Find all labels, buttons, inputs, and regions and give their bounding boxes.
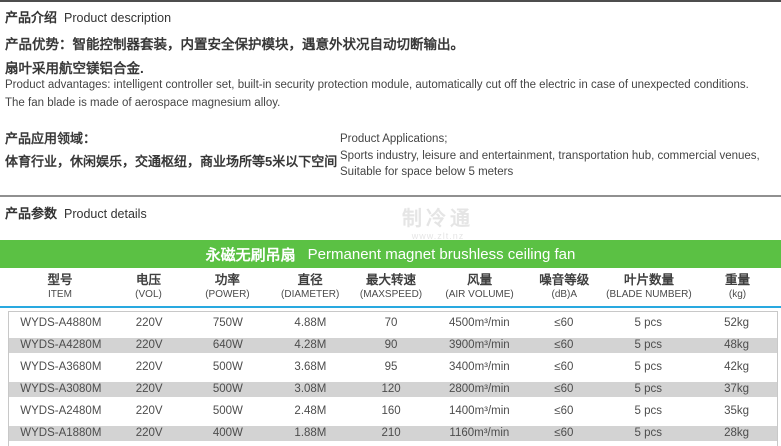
- site-watermark: 制冷通 www.zlt.nz: [386, 202, 490, 241]
- table-row: WYDS-A3680M 220V 500W 3.68M 95 3400m³/min ≤60 5…: [20, 361, 750, 373]
- table-row: WYDS-A4280M 220V 640W 4.28M 90 3900m³/min ≤60 5…: [9, 334, 777, 356]
- section2-title-zh: 产品参数: [5, 206, 58, 221]
- section-title-en: Product description: [64, 11, 172, 25]
- column-header-power: 功率 (POWER): [205, 273, 250, 300]
- column-header-maxspeed: 最大转速 (MAXSPEED): [359, 273, 423, 300]
- column-header-voltage: 电压 (VOL): [135, 273, 162, 300]
- table-row: WYDS-A2480M 220V 500W 2.48M 160 1400m³/min ≤60…: [20, 405, 750, 417]
- applications-zh-body: 体育行业，休闲娱乐，交通枢纽，商业场所等5米以下空间: [5, 154, 338, 169]
- watermark-logo-text: 制冷通: [402, 208, 474, 230]
- banner-title-en: Permanent magnet brushless ceiling fan: [307, 245, 576, 263]
- column-header-airvolume: 风量 (AIR VOLUME): [445, 273, 514, 300]
- advantages-zh-line2: 扇叶采用航空镁铝合金.: [5, 61, 144, 76]
- column-header-noise: 噪音等级 (dB)A: [539, 273, 590, 300]
- advantages-zh-line1: 产品优势：智能控制器套装，内置安全保护模块，遇意外状况自动切断输出。: [5, 37, 464, 52]
- advantages-en-line2: The fan blade is made of aerospace magne…: [5, 97, 281, 109]
- section-title-product-description: 产品介绍 Product description: [5, 7, 171, 27]
- applications-zh-title: 产品应用领域：: [5, 131, 97, 146]
- column-header-bladenumber: 叶片数量 (BLADE NUMBER): [606, 273, 692, 300]
- column-header-item: 型号 ITEM: [47, 273, 73, 300]
- table-row: WYDS-A3080M 220V 500W 3.08M 120 2800m³/min ≤60…: [9, 378, 777, 400]
- table-row: WYDS-A1880M 220V 400W 1.88M 210 1160m³/min ≤60…: [9, 422, 777, 444]
- column-header-diameter: 直径 (DIAMETER): [281, 273, 340, 300]
- spec-table-body: WYDS-A4880M 220V 750W 4.88M 70 4500m³/min ≤60 5…: [8, 311, 778, 446]
- table-banner: 永磁无刷吊扇 Permanent magnet brushless ceilin…: [0, 240, 781, 268]
- section-title-product-details: 产品参数 Product details: [5, 203, 147, 223]
- section-title-zh: 产品介绍: [5, 10, 58, 25]
- header-underline: [0, 306, 781, 308]
- table-row: WYDS-A4880M 220V 750W 4.88M 70 4500m³/min ≤60 5…: [20, 317, 750, 329]
- top-divider: [0, 0, 781, 2]
- applications-en-line3: Suitable for space below 5 meters: [340, 166, 514, 178]
- table-header-row: 型号 ITEM 电压 (VOL) 功率 (POWER) 直径 (DIAMETER) 最大…: [8, 268, 778, 306]
- applications-en-block: Product Applications; Sports industry, l…: [340, 131, 760, 181]
- column-header-weight: 重量 (kg): [725, 273, 751, 300]
- banner-title-zh: 永磁无刷吊扇: [205, 246, 296, 264]
- applications-en-line2: Sports industry, leisure and entertainme…: [340, 149, 760, 162]
- advantages-en-line1: Product advantages: intelligent controll…: [5, 79, 749, 91]
- section2-title-en: Product details: [64, 207, 147, 221]
- section-divider: [0, 195, 781, 197]
- applications-en-line1: Product Applications;: [340, 133, 448, 145]
